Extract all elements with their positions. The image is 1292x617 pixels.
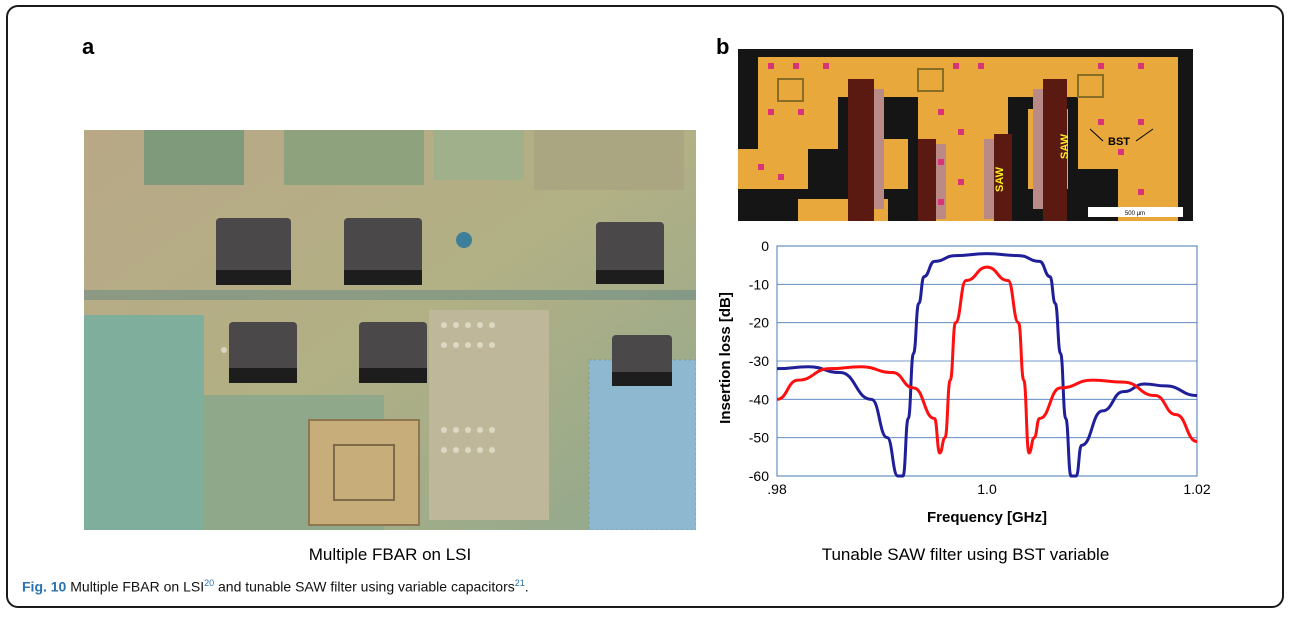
- y-tick-label: 0: [761, 238, 769, 254]
- x-tick-label: 1.0: [977, 481, 997, 497]
- y-axis-label: Insertion loss [dB]: [717, 292, 734, 424]
- caption-text-2: and tunable SAW filter using variable ca…: [214, 579, 515, 595]
- blue-series-line: [777, 254, 1197, 476]
- y-tick-label: -10: [749, 276, 769, 292]
- red-series-line: [777, 267, 1197, 453]
- panel-a-letter: a: [82, 34, 94, 60]
- x-tick-label: .98: [767, 481, 787, 497]
- y-tick-label: -20: [749, 315, 769, 331]
- panel-a-caption: Multiple FBAR on LSI: [84, 545, 696, 565]
- x-tick-label: 1.02: [1183, 481, 1210, 497]
- figure-caption: Fig. 10 Multiple FBAR on LSI20 and tunab…: [22, 578, 529, 595]
- saw-filter-photo: 500 µm SAW SAW BST: [738, 49, 1193, 221]
- y-tick-label: -60: [749, 468, 769, 484]
- caption-text-1: Multiple FBAR on LSI: [66, 579, 204, 595]
- saw-label-2: SAW: [1059, 133, 1071, 159]
- y-tick-label: -50: [749, 430, 769, 446]
- y-tick-label: -40: [749, 391, 769, 407]
- caption-text-3: .: [525, 579, 529, 595]
- panel-b-letter: b: [716, 34, 729, 60]
- panel-b-caption: Tunable SAW filter using BST variable: [738, 545, 1193, 565]
- fbar-lsi-photo: [84, 130, 696, 530]
- caption-ref-2[interactable]: 21: [515, 578, 525, 588]
- figure-label: Fig. 10: [22, 579, 66, 595]
- y-tick-label: -30: [749, 353, 769, 369]
- insertion-loss-chart: 0 -10 -20 -30 -40 -50 -60.98 1.0 1.02 Frequency …: [710, 228, 1210, 528]
- caption-ref-1[interactable]: 20: [204, 578, 214, 588]
- scale-bar-label: 500 µm: [1125, 211, 1145, 217]
- saw-label-1: SAW: [994, 166, 1006, 192]
- x-axis-label: Frequency [GHz]: [927, 509, 1047, 526]
- bst-label: BST: [1108, 136, 1130, 148]
